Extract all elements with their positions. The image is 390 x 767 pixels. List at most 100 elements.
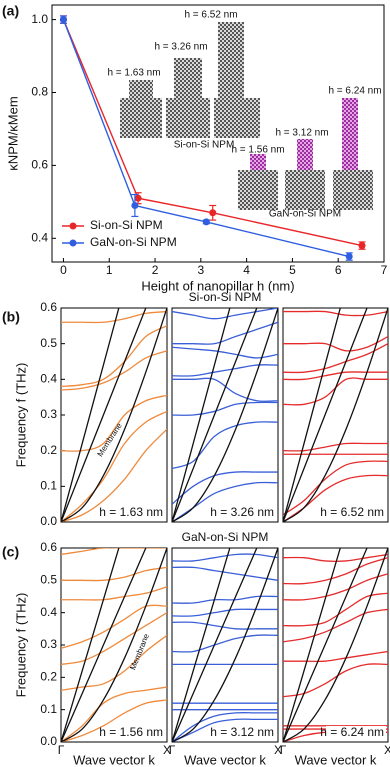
annotation: h = 1.63 nm [107, 68, 160, 79]
dispersion-curve [61, 699, 167, 742]
dispersion-curve [172, 608, 278, 617]
dispersion-curve [283, 663, 388, 698]
data-point [131, 201, 139, 209]
data-point [202, 218, 210, 226]
x-tick-label: X [384, 743, 390, 757]
x-tick-label: 0 [60, 263, 67, 277]
y-tick-label: 0.6 [40, 300, 57, 314]
dispersion-curve [61, 604, 167, 649]
y-tick-label: 0.1 [40, 702, 57, 716]
annotation: h = 6.24 nm [320, 725, 384, 739]
y-tick-label: 0.0 [40, 734, 57, 748]
panel-label: (a) [2, 3, 19, 19]
data-point [134, 194, 142, 202]
data-line [62, 19, 350, 258]
x-tick-label: 1 [106, 263, 113, 277]
dispersion-curve [61, 686, 167, 742]
dispersion-curve [283, 592, 388, 627]
x-tick-label: 7 [381, 263, 388, 277]
y-axis-label: κNPM/κMem [5, 96, 20, 170]
y-axis-label: Frequency f (THz) [13, 593, 28, 698]
dispersion-curve [283, 608, 388, 643]
plot-frame [282, 547, 389, 743]
dispersion-curve [61, 325, 167, 388]
plot-area [59, 15, 366, 261]
y-tick-label: 0.3 [40, 637, 57, 651]
dispersion-curve [61, 410, 167, 522]
dispersion-curve [172, 401, 278, 416]
dispersion-curve [172, 364, 278, 377]
plot-area [283, 308, 388, 522]
y-tick-label: 0.3 [40, 407, 57, 421]
annotation-bg [216, 726, 276, 740]
annotation: h = 6.24 nm [328, 86, 381, 97]
dispersion-curve [172, 566, 278, 581]
y-tick-label: 0.6 [31, 158, 48, 172]
y-tick-label: 0.2 [40, 443, 57, 457]
y-tick-label: 1.0 [31, 12, 48, 26]
y-tick-label: 0.0 [40, 514, 57, 528]
dispersion-curve [61, 310, 167, 324]
dispersion-curve [283, 343, 388, 374]
y-tick-label: 0.5 [40, 573, 57, 587]
dispersion-curve [61, 548, 120, 742]
annotation-bg [216, 506, 276, 520]
legend-marker [69, 222, 77, 230]
dispersion-curve [283, 557, 388, 585]
x-axis-label: Wave vector k [184, 752, 266, 767]
dispersion-curve [172, 712, 278, 742]
dispersion-curve [172, 621, 278, 630]
annotation: Si-on-Si NPM [174, 140, 235, 151]
dispersion-curve [283, 335, 388, 352]
x-axis-label: Height of nanopillar h (nm) [141, 278, 294, 293]
dispersion-curve [61, 548, 147, 742]
dispersion-curve [172, 548, 231, 742]
dispersion-curve [172, 471, 278, 505]
x-tick-label: X [274, 743, 282, 757]
annotation: Membrane [128, 632, 151, 671]
annotation: h = 6.52 nm [320, 505, 384, 519]
x-tick-label: Γ [280, 743, 287, 757]
data-point [59, 16, 67, 24]
x-tick-label: 6 [335, 263, 342, 277]
x-tick-label: 4 [243, 263, 250, 277]
annotation: h = 1.63 nm [99, 505, 163, 519]
plot-frame [171, 547, 279, 743]
dispersion-curve [61, 634, 167, 691]
dispersion-curve [61, 428, 167, 522]
dispersion-curve [172, 548, 278, 742]
panel-label: (b) [2, 309, 20, 325]
dispersion-curve [172, 377, 278, 402]
dispersion-curve [283, 442, 388, 452]
dispersion-curve [172, 421, 278, 470]
y-tick-label: 0.2 [40, 670, 57, 684]
y-tick-label: 0.5 [40, 336, 57, 350]
annotation: h = 3.12 nm [210, 725, 274, 739]
dispersion-curve [283, 308, 368, 522]
dispersion-curve [283, 308, 388, 522]
legend-marker [69, 239, 77, 247]
x-axis-label: Wave vector k [295, 752, 377, 767]
plot-area [61, 548, 167, 742]
annotation: h = 3.26 nm [210, 505, 274, 519]
dispersion-curve [172, 308, 278, 320]
dispersion-curve [172, 308, 231, 522]
legend-label: Si-on-Si NPM [90, 218, 163, 232]
annotation-bg [105, 506, 165, 520]
panel-label: (c) [2, 544, 19, 560]
data-point [209, 209, 217, 217]
annotation-bg [326, 726, 386, 740]
dispersion-curve [61, 612, 167, 666]
dispersion-curve [172, 321, 278, 345]
dispersion-curve [172, 548, 258, 742]
data-point [358, 242, 366, 250]
annotation: h = 3.26 nm [154, 42, 207, 53]
annotation: GaN-on-Si NPM [269, 209, 341, 220]
dispersion-curve [61, 350, 167, 391]
structure-insets [120, 22, 373, 210]
x-tick-label: X [163, 743, 171, 757]
dispersion-curve [283, 548, 368, 742]
plot-area [172, 308, 278, 522]
dispersion-curve [283, 377, 388, 406]
dispersion-curve [61, 308, 147, 522]
